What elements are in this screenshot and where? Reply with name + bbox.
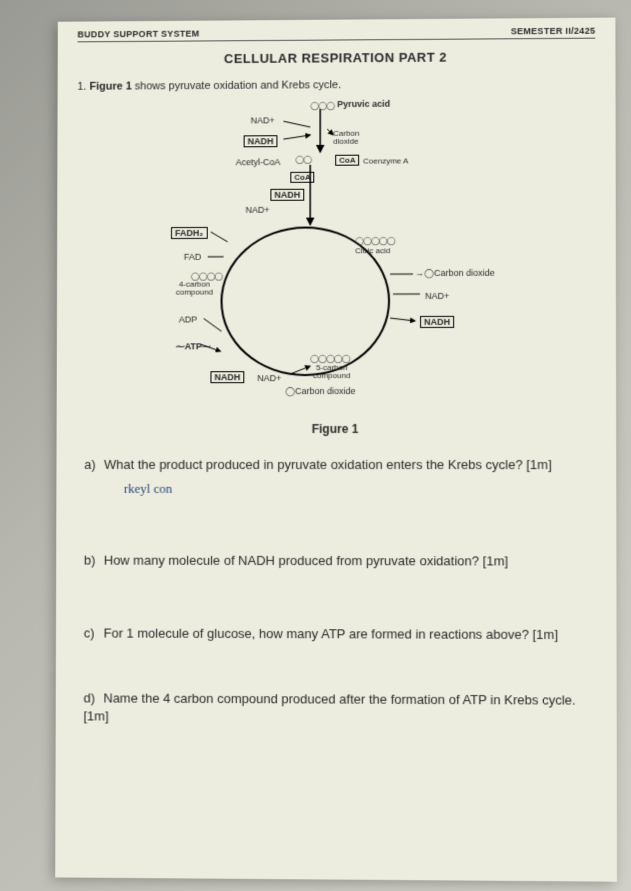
qc-text: For 1 molecule of glucose, how many ATP … bbox=[104, 625, 558, 642]
krebs-diagram: ◯◯◯ Pyruvic acid NAD+ NADH Carbondioxide… bbox=[116, 96, 556, 416]
qa-letter: a) bbox=[84, 456, 104, 473]
qd-letter: d) bbox=[84, 690, 104, 708]
beads-icon: ◯◯◯◯◯ bbox=[310, 354, 350, 363]
figure-caption: Figure 1 bbox=[76, 422, 596, 436]
header-right: SEMESTER II/2425 bbox=[511, 26, 596, 37]
q1-rest: shows pyruvate oxidation and Krebs cycle… bbox=[132, 79, 341, 92]
header-left: BUDDY SUPPORT SYSTEM bbox=[78, 29, 200, 40]
coenzyme-label: Coenzyme A bbox=[363, 156, 408, 165]
fivec-label: 5-carboncompound bbox=[313, 364, 350, 380]
co2-out-label: →◯Carbon dioxide bbox=[415, 268, 495, 279]
acetyl-label: Acetyl-CoA bbox=[236, 157, 281, 167]
beads-icon: ◯◯ bbox=[295, 155, 311, 164]
qc-letter: c) bbox=[84, 624, 104, 642]
question-b: b)How many molecule of NADH produced fro… bbox=[84, 552, 596, 571]
page-title: CELLULAR RESPIRATION PART 2 bbox=[77, 49, 595, 67]
question-a: a)What the product produced in pyruvate … bbox=[84, 456, 596, 497]
nad-label-3: NAD+ bbox=[257, 373, 281, 383]
citric-label: Citric acid bbox=[355, 246, 390, 255]
question-d: d)Name the 4 carbon compound produced af… bbox=[83, 690, 596, 728]
adp-label: ADP bbox=[179, 314, 197, 324]
question-c: c)For 1 molecule of glucose, how many AT… bbox=[84, 624, 597, 643]
q1-figref: Figure 1 bbox=[89, 81, 131, 93]
worksheet-page: BUDDY SUPPORT SYSTEM SEMESTER II/2425 CE… bbox=[55, 18, 617, 882]
qb-letter: b) bbox=[84, 552, 104, 570]
nadh-box-4: NADH bbox=[420, 316, 454, 328]
fad-label: FAD bbox=[184, 252, 201, 262]
fourc-label: 4-carboncompound bbox=[176, 281, 213, 297]
cd2-label: ◯Carbon dioxide bbox=[285, 386, 356, 397]
coa-box-1: CoA bbox=[335, 155, 359, 166]
nad-label-4: NAD+ bbox=[425, 291, 449, 301]
question-1-intro: 1. Figure 1 shows pyruvate oxidation and… bbox=[77, 78, 595, 93]
qd-text: Name the 4 carbon compound produced afte… bbox=[83, 691, 575, 724]
nadh-box-1: NADH bbox=[244, 135, 278, 147]
page-header: BUDDY SUPPORT SYSTEM SEMESTER II/2425 bbox=[77, 26, 595, 43]
qa-text: What the product produced in pyruvate ox… bbox=[104, 457, 552, 472]
coa-box-2: CoA bbox=[290, 172, 314, 183]
q1-num: 1. bbox=[77, 81, 86, 93]
beads-icon: ◯◯◯◯◯ bbox=[355, 236, 395, 245]
qb-text: How many molecule of NADH produced from … bbox=[104, 553, 508, 569]
beads-icon: ◯◯◯ bbox=[310, 101, 334, 110]
co2-label-1: Carbondioxide bbox=[333, 130, 359, 146]
atp-label: ⁓ATP⁓ bbox=[176, 341, 211, 352]
fadh2-box: FADH₂ bbox=[171, 227, 207, 239]
qa-handwritten-answer: rkeyl con bbox=[124, 479, 586, 497]
nad-label-1: NAD+ bbox=[251, 115, 275, 125]
nad-label-2: NAD+ bbox=[246, 205, 270, 215]
nadh-box-2: NADH bbox=[270, 189, 304, 201]
pyruvic-label: Pyruvic acid bbox=[337, 99, 390, 109]
nadh-box-3: NADH bbox=[210, 371, 244, 383]
